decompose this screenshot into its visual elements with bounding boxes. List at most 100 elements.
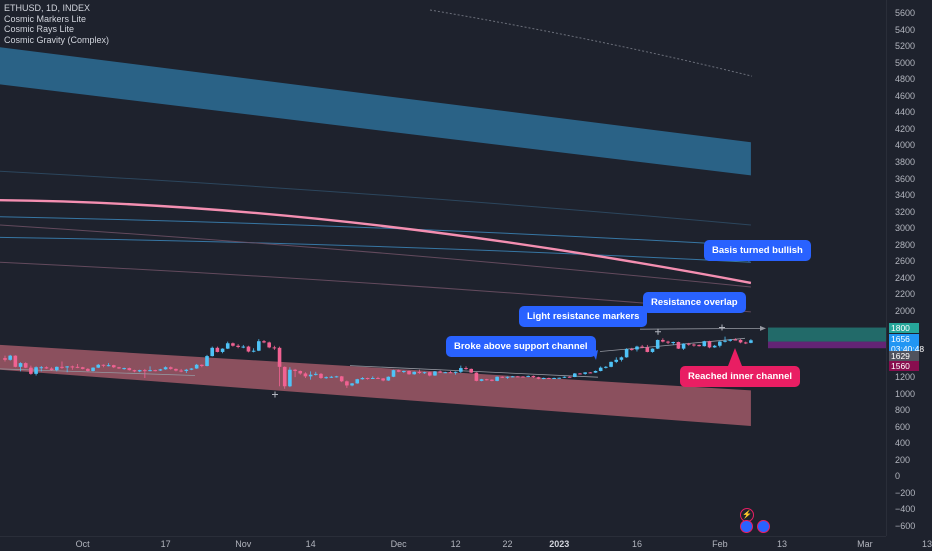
- candle-body: [127, 368, 132, 371]
- candle-body: [70, 366, 75, 368]
- callout-inner-channel: Reached inner channel: [680, 366, 801, 387]
- candle-body: [101, 364, 106, 366]
- candle-body: [645, 347, 650, 352]
- candle-body: [267, 342, 271, 348]
- candle-body: [153, 370, 158, 372]
- candle-body: [640, 346, 644, 348]
- time-tick: 14: [305, 539, 316, 549]
- target-zone-purple: [768, 341, 886, 349]
- candle-body: [3, 358, 7, 360]
- candle-body: [666, 341, 670, 343]
- candle-body: [365, 378, 370, 379]
- candle-body: [505, 376, 510, 378]
- candle-body: [510, 376, 515, 378]
- candle-body: [438, 371, 442, 373]
- basis-line: [0, 198, 752, 285]
- candle-body: [189, 368, 194, 370]
- candle-body: [86, 368, 90, 371]
- candle-body: [598, 367, 603, 371]
- price-tick: 200: [895, 454, 911, 465]
- candle-body: [345, 381, 349, 386]
- price-tick: 2400: [895, 272, 916, 283]
- us-flag-event-icon[interactable]: [740, 520, 753, 533]
- candle-body: [453, 371, 458, 373]
- price-label-1629: 1629: [889, 351, 919, 361]
- candle-body: [609, 361, 613, 367]
- candle-body: [629, 349, 634, 351]
- time-tick: 17: [160, 539, 171, 549]
- candle-body: [490, 379, 494, 381]
- symbol-title[interactable]: ETHUSD, 1D, INDEX: [4, 3, 91, 13]
- candle-body: [583, 372, 587, 374]
- candle-body: [588, 372, 593, 374]
- candle-body: [567, 376, 572, 378]
- time-tick: 13: [776, 539, 788, 549]
- price-tick: 4000: [895, 140, 916, 151]
- candle-body: [619, 357, 624, 360]
- price-label-1800: 1800: [889, 323, 919, 333]
- candle-body: [718, 341, 722, 346]
- candle-body: [39, 367, 44, 369]
- candle-body: [262, 341, 266, 343]
- projection-dotted-line: [429, 9, 753, 77]
- candle-body: [604, 366, 608, 368]
- price-tick: 800: [895, 405, 911, 416]
- candle-body: [111, 365, 116, 368]
- time-tick: Oct: [75, 539, 90, 549]
- candle-body: [526, 375, 530, 377]
- callout-pointer: [728, 348, 742, 366]
- candle-body: [671, 342, 676, 344]
- indicator-cosmic-markers[interactable]: Cosmic Markers Lite: [4, 13, 87, 24]
- price-tick: 600: [895, 421, 911, 432]
- candle-body: [360, 378, 365, 380]
- cosmic-ray-line: [0, 224, 751, 288]
- time-axis[interactable]: Oct 17 Nov 14 Dec 12 22 2023 16 Feb 13 Mar 13: [0, 536, 932, 551]
- candle-body: [370, 378, 375, 379]
- candle-body: [23, 363, 28, 368]
- candle-body: [562, 376, 567, 378]
- candle-body: [329, 376, 334, 378]
- candle-body: [573, 373, 577, 378]
- us-flag-event-icon[interactable]: [757, 520, 770, 533]
- price-tick: −400: [895, 504, 916, 515]
- candle-body: [143, 370, 147, 372]
- price-tick: 4400: [895, 107, 916, 118]
- price-label-current: 1656 03:40:48: [889, 334, 924, 354]
- candle-body: [236, 345, 240, 347]
- price-tick: 5600: [895, 8, 916, 19]
- price-tick: 5400: [895, 24, 916, 35]
- time-tick: 22: [502, 539, 513, 549]
- candle-body: [536, 377, 541, 379]
- indicator-cosmic-gravity[interactable]: Cosmic Gravity (Complex): [4, 34, 110, 45]
- time-tick: Dec: [390, 539, 407, 549]
- candle-body: [106, 365, 111, 367]
- indicator-cosmic-rays[interactable]: Cosmic Rays Lite: [4, 24, 75, 34]
- price-label-1560: 1560: [889, 361, 919, 371]
- candle-body: [728, 339, 732, 341]
- candle-body: [18, 363, 23, 367]
- candle-body: [13, 355, 18, 367]
- candle-body: [205, 356, 209, 367]
- candle-body: [531, 375, 536, 378]
- candle-body: [396, 370, 401, 372]
- candle-body: [686, 343, 691, 345]
- candle-body: [308, 374, 313, 377]
- candle-body: [34, 367, 38, 374]
- price-tick: 3600: [895, 173, 916, 184]
- price-chart[interactable]: [0, 0, 886, 536]
- price-axis[interactable]: 5600 5400 5200 5000 4800 4600 4400 4200 4000 3800…: [886, 0, 932, 536]
- candle-body: [464, 368, 468, 370]
- candle-body: [578, 373, 582, 375]
- candle-body: [257, 341, 261, 351]
- candle-body: [65, 366, 69, 368]
- candle-body: [137, 370, 142, 372]
- candle-body: [251, 350, 256, 352]
- candle-body: [707, 341, 712, 348]
- candle-body: [44, 367, 49, 369]
- resistance-marker-icon: [719, 324, 725, 331]
- time-tick: Nov: [235, 539, 252, 549]
- time-tick: 12: [450, 539, 461, 549]
- candle-body: [500, 376, 505, 378]
- candle-body: [200, 364, 204, 367]
- chart-legend: ETHUSD, 1D, INDEX Cosmic Markers Lite Co…: [4, 3, 109, 45]
